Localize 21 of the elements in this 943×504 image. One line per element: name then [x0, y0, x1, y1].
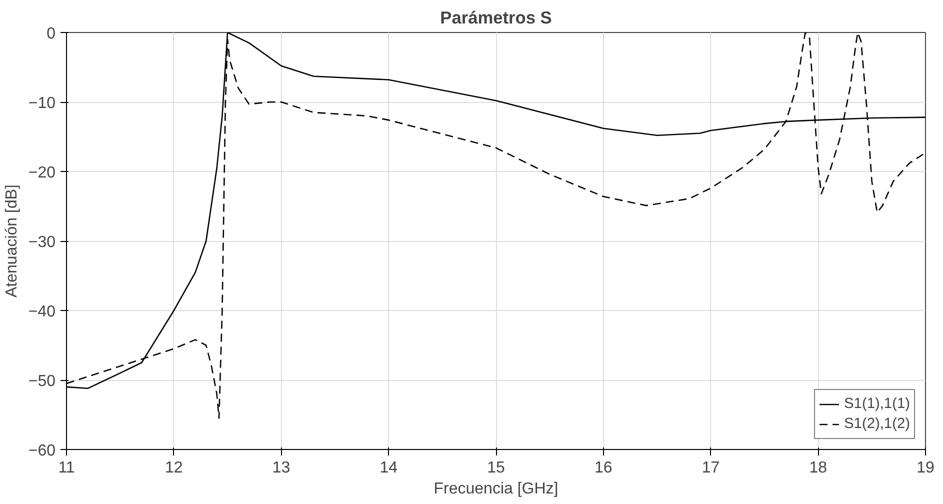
x-tick-label: 15 — [487, 460, 505, 476]
x-tick-label: 16 — [594, 460, 612, 476]
y-tick-label: −10 — [28, 95, 56, 112]
x-tick-label: 19 — [916, 460, 934, 476]
x-tick-label: 13 — [272, 460, 290, 476]
x-tick-label: 11 — [58, 460, 75, 476]
y-tick-label: 0 — [46, 26, 56, 42]
x-tick-label: 14 — [380, 460, 398, 476]
legend-label: S1(1),1(1) — [844, 396, 910, 412]
y-tick-label: −50 — [28, 373, 56, 390]
chart-title: Parámetros S — [440, 8, 552, 28]
y-tick-label: −60 — [28, 442, 56, 460]
x-tick-label: 17 — [702, 460, 720, 476]
y-tick-label: −40 — [28, 304, 56, 320]
x-tick-label: 12 — [164, 460, 183, 476]
x-axis-title: Frecuencia [GHz] — [434, 480, 558, 498]
y-tick-label: −30 — [28, 234, 56, 251]
y-tick-label: −20 — [28, 164, 56, 182]
y-axis-title: Atenuación [dB] — [3, 184, 20, 298]
legend-label: S1(2),1(2) — [844, 416, 910, 432]
x-tick-label: 18 — [809, 460, 828, 476]
